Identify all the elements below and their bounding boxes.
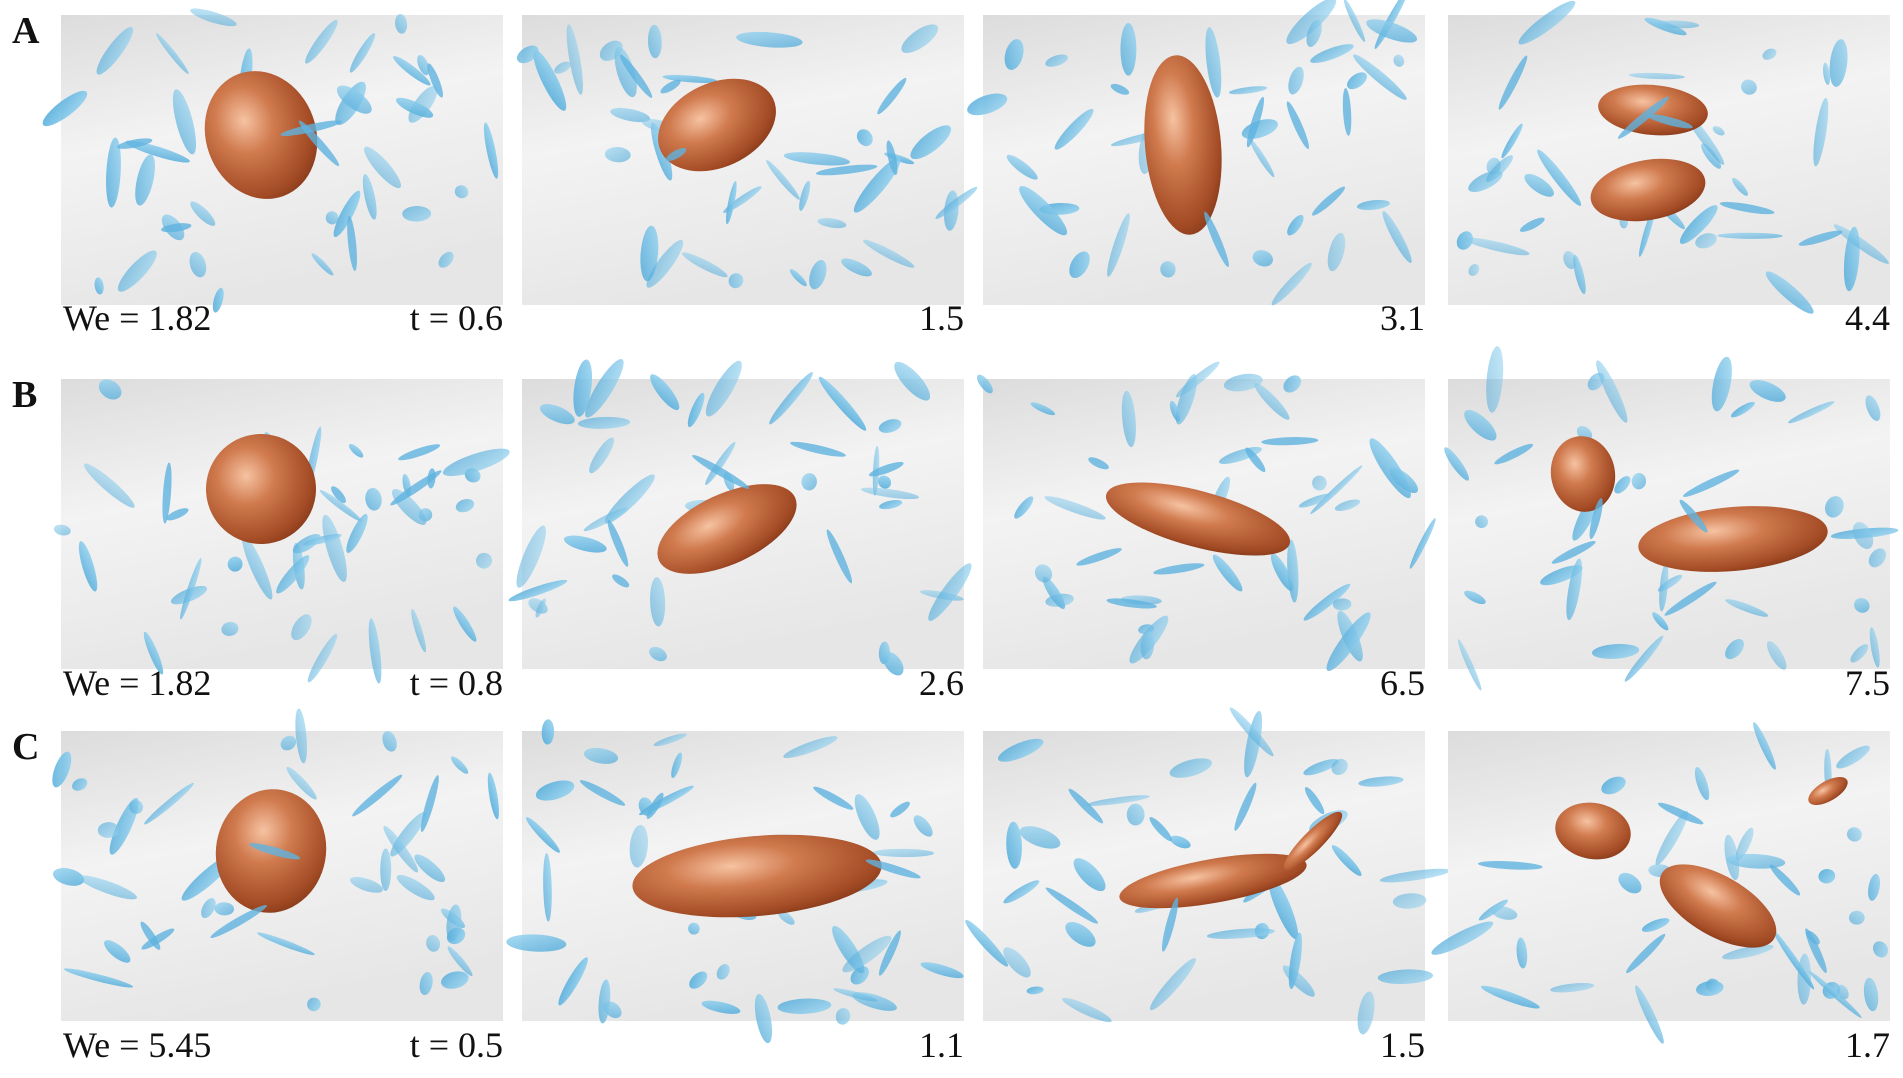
weber-label: We = 1.82 — [63, 663, 211, 703]
panel-image — [506, 719, 965, 1044]
row-label: A — [12, 10, 40, 52]
row-label: C — [12, 726, 39, 768]
panel-image — [507, 355, 976, 679]
page: A We = 1.82 t = 0.6 1.5 3.1 4.4 B We = 1.82 t = … — [0, 0, 1903, 1078]
row-label: B — [12, 374, 37, 416]
figure: A We = 1.82 t = 0.6 1.5 3.1 4.4 B We = 1.82 t = … — [0, 0, 1903, 1078]
panel-image — [1428, 721, 1891, 1046]
time-label: 6.5 — [1380, 663, 1425, 703]
panel-image — [1448, 0, 1892, 318]
panel-image — [53, 375, 512, 684]
time-label: 3.1 — [1380, 298, 1425, 338]
time-label: 1.7 — [1845, 1025, 1890, 1065]
panel-image — [514, 15, 980, 305]
time-label: t = 0.6 — [410, 298, 503, 338]
time-label: 4.4 — [1845, 298, 1890, 338]
panel-image — [974, 358, 1438, 675]
time-label: 1.5 — [919, 298, 964, 338]
weber-label: We = 1.82 — [63, 298, 211, 338]
panel-image — [1441, 346, 1899, 692]
time-label: 1.1 — [919, 1025, 964, 1065]
vortex-filament — [1120, 23, 1136, 76]
panel-image — [48, 708, 503, 1021]
panel-image — [962, 705, 1451, 1036]
time-label: t = 0.8 — [410, 663, 503, 703]
time-label: t = 0.5 — [410, 1025, 503, 1065]
panel-image — [964, 0, 1425, 308]
time-label: 7.5 — [1845, 663, 1890, 703]
time-label: 2.6 — [919, 663, 964, 703]
time-label: 1.5 — [1380, 1025, 1425, 1065]
weber-label: We = 5.45 — [63, 1025, 211, 1065]
panel-image — [38, 5, 503, 314]
